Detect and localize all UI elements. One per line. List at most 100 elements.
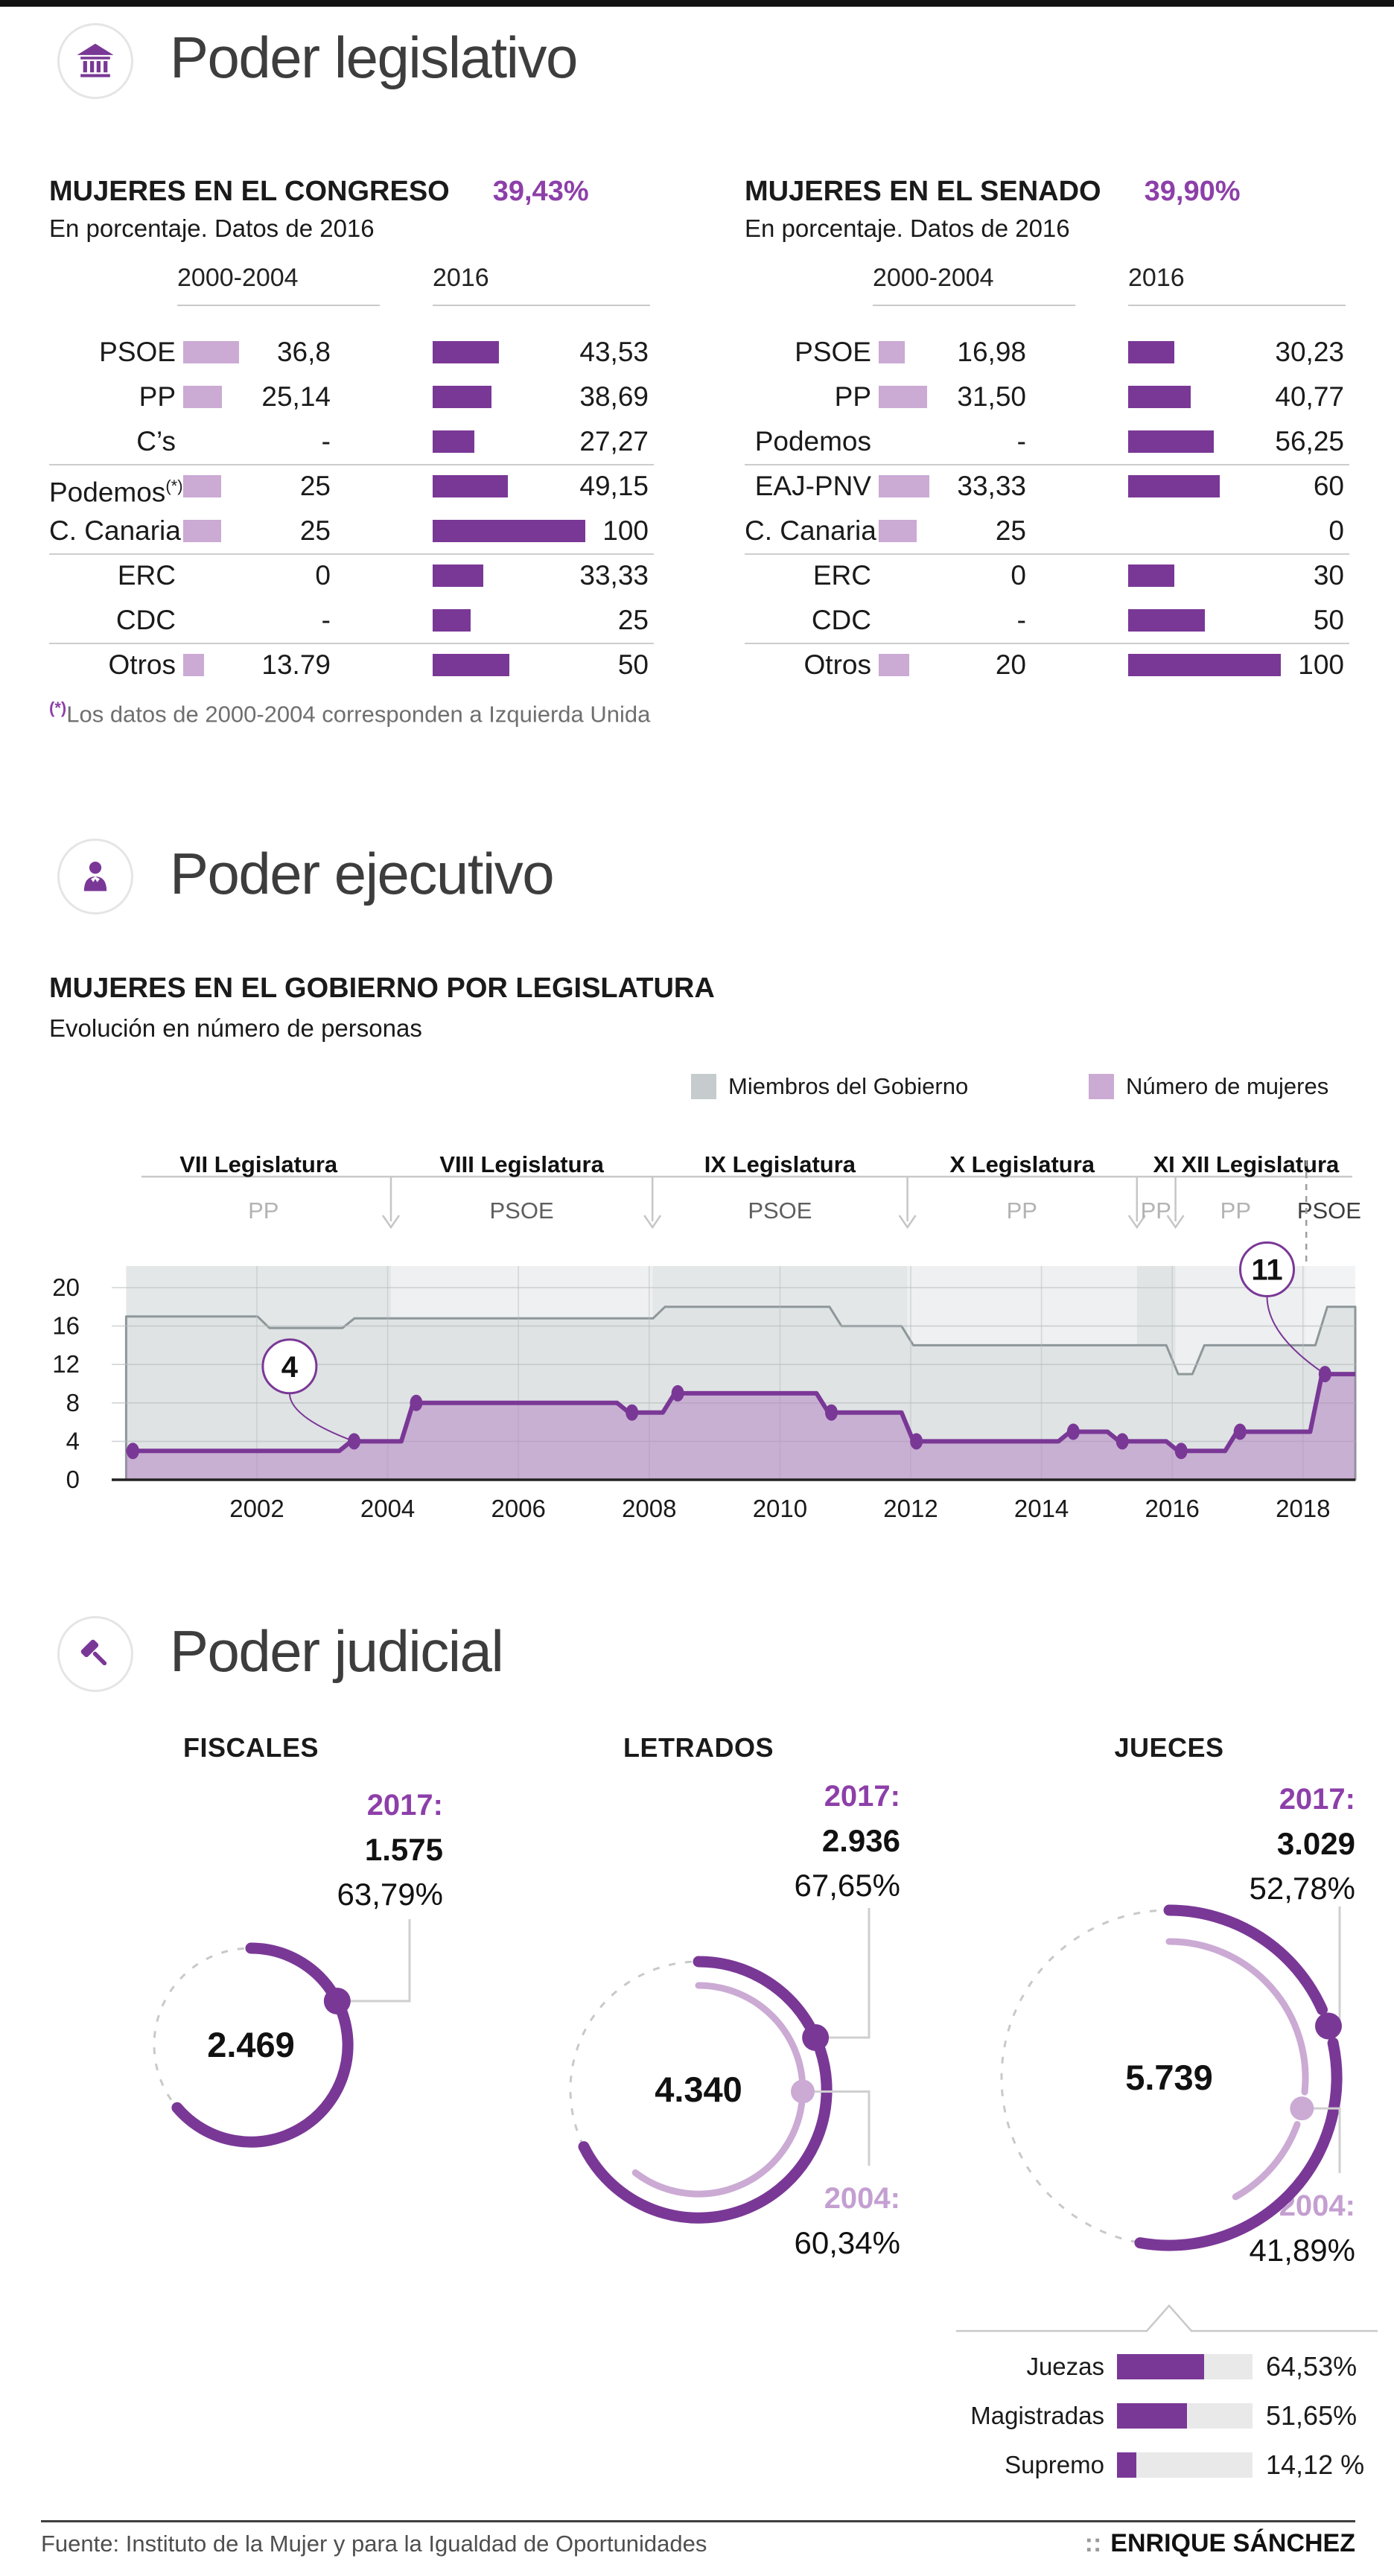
table-row: CDC - 25 <box>49 598 654 643</box>
congreso-table: MUJERES EN EL CONGRESO 39,43% En porcenta… <box>49 176 654 712</box>
callout-circle <box>1239 1241 1296 1297</box>
jueces-2017-block: 2017: 3.029 52,78% <box>1043 1777 1355 1911</box>
callout-value: 4 <box>281 1351 299 1384</box>
congreso-title: MUJERES EN EL CONGRESO <box>49 176 450 207</box>
bar-2016 <box>1128 430 1215 453</box>
arrow-head <box>381 1215 401 1230</box>
letrados-2004-label: 2004: <box>824 2182 900 2215</box>
footer-credit: :: ENRIQUE SÁNCHEZ <box>1085 2529 1355 2558</box>
legislature-label: VII Legislatura <box>179 1151 338 1177</box>
x-tick-label: 2004 <box>360 1495 415 1522</box>
mini-bar-track <box>1117 2403 1253 2429</box>
x-tick-label: 2016 <box>1145 1495 1199 1522</box>
letrados-2004-pct: 60,34% <box>794 2225 900 2260</box>
senado-col-2000-2004: 2000-2004 <box>873 264 1075 306</box>
bar-2016 <box>433 386 492 408</box>
row-divider <box>745 553 1349 555</box>
legislative-icon-badge <box>57 23 133 99</box>
leader-2004 <box>1302 2107 1341 2173</box>
party-label: PP <box>139 381 176 412</box>
value-2000-2004: 20 <box>995 649 1026 680</box>
top-border-bar <box>0 0 1394 7</box>
table-row: PP 31,50 40,77 <box>745 375 1349 419</box>
section-title-legislativo: Poder legislativo <box>170 25 578 90</box>
footer-source: Fuente: Instituto de la Mujer y para la … <box>41 2531 707 2557</box>
senado-title: MUJERES EN EL SENADO <box>745 176 1101 207</box>
letrados-2017-label: 2017: <box>824 1780 900 1813</box>
mini-bar-value: 14,12 % <box>1266 2449 1365 2480</box>
party-mark: PSOE <box>748 1198 812 1224</box>
exec-chart-title: MUJERES EN EL GOBIERNO POR LEGISLATURA <box>49 973 715 1004</box>
value-2016: 56,25 <box>1275 426 1344 457</box>
y-tick-label: 0 <box>66 1466 80 1493</box>
party-mark: PP <box>1141 1198 1171 1224</box>
bar-2000-2004 <box>183 341 240 363</box>
footer-rule <box>41 2520 1355 2522</box>
donut-arc <box>693 1956 815 2032</box>
party-label: EAJ-PNV <box>754 471 871 501</box>
mini-bar-row: Magistradas 51,65% <box>953 2401 1394 2431</box>
bar-2000-2004 <box>879 520 917 542</box>
donut-arc <box>1134 2037 1343 2251</box>
dot-2017 <box>1314 2012 1342 2040</box>
footnote-asterisk: (*) <box>49 699 67 717</box>
table-row: C’s - 27,27 <box>49 419 654 464</box>
x-tick-label: 2018 <box>1276 1495 1330 1522</box>
table-row: ERC 0 33,33 <box>49 553 654 598</box>
donut-total: 2.469 <box>207 2025 295 2064</box>
party-label: Podemos(*) <box>49 477 183 508</box>
legend-miembros: Miembros del Gobierno <box>691 1073 968 1100</box>
party-label: ERC <box>117 560 176 591</box>
row-divider <box>745 464 1349 465</box>
mini-bar-row: Juezas 64,53% <box>953 2352 1394 2382</box>
party-label: CDC <box>811 605 871 635</box>
fiscales-2017-value: 1.575 <box>364 1832 443 1867</box>
party-label: C’s <box>136 426 176 457</box>
legislature-label: IX Legislatura <box>704 1151 856 1177</box>
women-line <box>126 1372 1355 1454</box>
party-label: Otros <box>803 649 871 680</box>
jueces-2017-pct: 52,78% <box>1249 1871 1355 1906</box>
senado-total-pct: 39,90% <box>1144 176 1241 207</box>
fiscales-2017-label: 2017: <box>366 1789 443 1822</box>
x-tick-label: 2002 <box>229 1495 284 1522</box>
bar-2016 <box>433 475 508 497</box>
row-divider <box>49 643 654 644</box>
judicial-icon-badge <box>57 1616 133 1692</box>
bar-2016 <box>433 341 500 363</box>
value-2000-2004: 25 <box>299 471 331 501</box>
bar-2016 <box>433 520 585 542</box>
callout-circle <box>261 1338 318 1395</box>
leader-2017 <box>815 1908 871 2039</box>
value-2000-2004: 25,14 <box>261 381 331 412</box>
dot-2017 <box>323 1987 351 2014</box>
parliament-building-icon <box>77 43 114 77</box>
mini-bar-label: Supremo <box>1005 2451 1104 2478</box>
mini-bar-track <box>1117 2354 1253 2379</box>
y-tick-label: 12 <box>52 1350 80 1378</box>
value-2000-2004: 25 <box>995 515 1026 546</box>
party-label: C. Canaria <box>49 515 181 546</box>
bar-2016 <box>1128 386 1191 408</box>
y-tick-label: 4 <box>66 1427 80 1454</box>
value-2000-2004: 36,8 <box>276 337 331 367</box>
women-marker <box>824 1404 838 1421</box>
bar-2000-2004 <box>183 654 205 676</box>
table-row: ERC 0 30 <box>745 553 1349 598</box>
women-marker <box>1066 1423 1080 1440</box>
congreso-total-pct: 39,43% <box>492 176 589 207</box>
bar-2016 <box>433 565 484 587</box>
x-tick-label: 2010 <box>753 1495 807 1522</box>
party-label: Podemos <box>754 426 871 457</box>
bar-2016 <box>433 609 471 632</box>
callout-connector <box>1266 1296 1325 1375</box>
mini-bar-value: 64,53% <box>1266 2351 1358 2382</box>
exec-step-area-chart: 0 4 8 12 16 20 2002 2004 2006 2008 2010 2012 2014 201… <box>52 1151 1361 1522</box>
jueces-2017-label: 2017: <box>1279 1783 1355 1816</box>
value-2000-2004: 16,98 <box>957 337 1026 367</box>
credit-name: ENRIQUE SÁNCHEZ <box>1110 2529 1355 2557</box>
fiscales-2017-pct: 63,79% <box>337 1877 443 1912</box>
congreso-subtitle: En porcentaje. Datos de 2016 <box>49 214 375 242</box>
women-area <box>126 1374 1356 1480</box>
donut-name-letrados: LETRADOS <box>623 1732 774 1763</box>
